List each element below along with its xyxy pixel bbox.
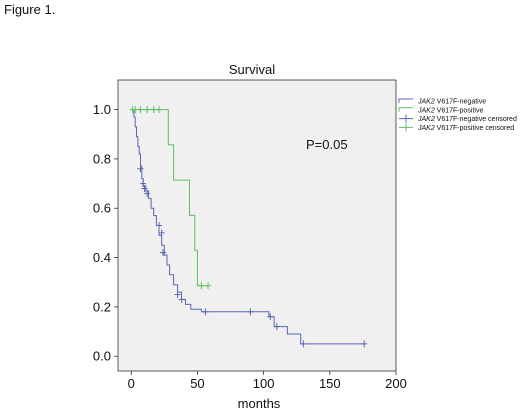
censored-mark-1 (205, 282, 212, 290)
y-tick-label: 0.2 (93, 299, 111, 314)
censored-mark-0 (144, 189, 151, 197)
censored-mark-1 (156, 106, 163, 114)
legend-swatch (398, 98, 413, 103)
legend-item: JAK2 V617F-positive (398, 107, 483, 114)
censored-mark-0 (202, 308, 209, 316)
censored-mark-0 (267, 313, 274, 321)
censored-mark-0 (178, 295, 185, 303)
legend-label: JAK2 V617F-positive censored (417, 125, 514, 132)
censored-mark-1 (132, 106, 139, 114)
censored-mark-0 (273, 323, 280, 331)
censored-mark-0 (137, 165, 144, 173)
legend-swatch (398, 107, 413, 112)
censored-mark-1 (150, 106, 157, 114)
censored-mark-0 (156, 222, 163, 229)
series-line-1 (131, 109, 208, 287)
censored-mark-1 (144, 106, 151, 114)
series-layer (129, 106, 368, 348)
censored-mark-1 (198, 282, 205, 290)
y-tick-label: 0.0 (93, 349, 111, 364)
legend-item: JAK2 V617F-negative (398, 98, 486, 106)
plot-background (117, 79, 397, 372)
x-tick-label: 0 (128, 376, 135, 391)
p-value-annotation: P=0.05 (306, 137, 348, 152)
y-tick-label: 0.4 (93, 250, 111, 265)
legend-label: JAK2 V617F-positive (417, 107, 483, 114)
axes-layer: 0 50 100 150 200 0.0 0.2 0.4 0.6 0.8 1.0 (93, 102, 407, 391)
censored-mark-0 (361, 340, 368, 348)
censored-mark-0 (174, 291, 181, 299)
censored-mark-0 (158, 229, 165, 237)
censored-mark-0 (300, 340, 307, 348)
legend-label: JAK2 V617F-negative censored (417, 116, 517, 123)
censored-mark-1 (137, 106, 144, 114)
y-tick-label: 0.8 (93, 151, 111, 166)
y-tick-label: 1.0 (93, 102, 111, 117)
series-line-0 (131, 109, 365, 345)
legend-item: JAK2 V617F-positive censored (399, 123, 514, 132)
x-tick-label: 200 (385, 376, 407, 391)
censored-mark-0 (160, 249, 167, 257)
x-tick-label: 50 (190, 376, 204, 391)
chart-title: Survival (229, 62, 275, 77)
figure-label: Figure 1. (4, 2, 56, 17)
censored-mark-0 (141, 185, 148, 193)
legend-item: JAK2 V617F-negative censored (399, 114, 517, 123)
censored-mark-0 (247, 308, 254, 316)
legend-label: JAK2 V617F-negative (417, 99, 486, 106)
plot-area (117, 79, 397, 372)
y-tick-label: 0.6 (93, 201, 111, 216)
x-axis-label: months (238, 396, 281, 411)
x-tick-label: 150 (319, 376, 341, 391)
x-tick-label: 100 (253, 376, 275, 391)
censored-mark-0 (140, 180, 147, 188)
